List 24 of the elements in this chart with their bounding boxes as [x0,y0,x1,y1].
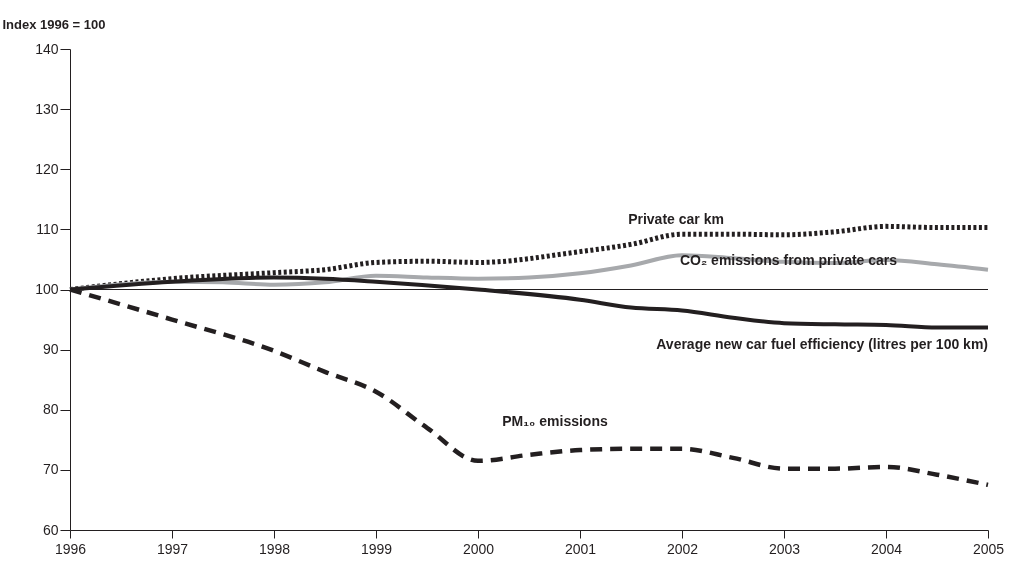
y-tick-label: 70 [42,461,59,478]
x-tick-label: 2000 [462,540,495,557]
x-tick-label: 1998 [258,540,291,557]
x-tick-label: 1997 [156,540,189,557]
x-tick-label: 1999 [360,540,393,557]
y-tick-label: 100 [35,281,59,297]
x-tick-label: 2002 [666,540,699,557]
x-tick-label: 1996 [54,540,87,557]
x-tick-label: 2003 [768,540,801,557]
series-label: CO₂ emissions from private cars [680,252,898,269]
y-tick-label: 110 [36,220,59,237]
y-tick-label: 60 [42,521,59,538]
series-label: PM₁₀ emissions [502,413,608,430]
series-label: Average new car fuel efficiency (litres per 100 km) [656,336,988,353]
y-tick-label: 120 [35,160,59,177]
y-tick-label: 140 [35,40,59,57]
x-tick-label: 2005 [972,540,1005,557]
y-tick-label: 90 [42,341,59,358]
series-label: Private car km [628,211,724,228]
x-tick-label: 2001 [564,540,597,557]
y-tick-label: 80 [42,401,59,418]
y-tick-label: 130 [35,100,59,117]
y-axis-title: Index 1996 = 100 [2,16,106,32]
x-tick-label: 2004 [870,540,903,557]
